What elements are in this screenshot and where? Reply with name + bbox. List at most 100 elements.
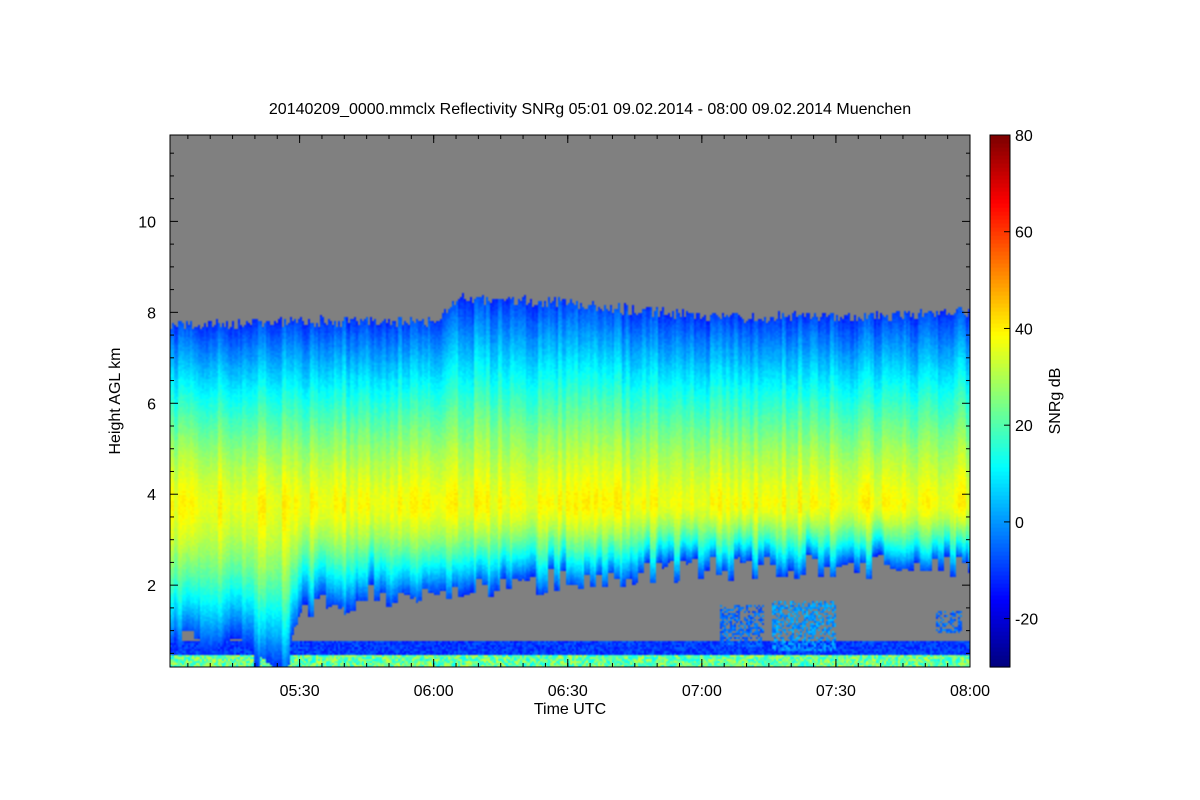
colorbar-segment xyxy=(990,155,1010,160)
colorbar-segment xyxy=(990,195,1010,200)
colorbar-segment xyxy=(990,279,1010,284)
colorbar-segment xyxy=(990,527,1010,532)
colorbar-segment xyxy=(990,523,1010,528)
colorbar-segment xyxy=(990,399,1010,404)
colorbar-segment xyxy=(990,495,1010,500)
colorbar-segment xyxy=(990,583,1010,588)
colorbar-segment xyxy=(990,655,1010,660)
colorbar-segment xyxy=(990,143,1010,148)
colorbar-segment xyxy=(990,355,1010,360)
colorbar-segment xyxy=(990,387,1010,392)
colorbar-segment xyxy=(990,183,1010,188)
colorbar-segment xyxy=(990,151,1010,156)
colorbar-segment xyxy=(990,563,1010,568)
colorbar-segment xyxy=(990,487,1010,492)
colorbar-segment xyxy=(990,627,1010,632)
colorbar-label: SNRg dB xyxy=(1047,368,1064,435)
colorbar-segment xyxy=(990,311,1010,316)
colorbar-segment xyxy=(990,467,1010,472)
colorbar-segment xyxy=(990,471,1010,476)
colorbar-segment xyxy=(990,275,1010,280)
colorbar-segment xyxy=(990,483,1010,488)
colorbar-segment xyxy=(990,379,1010,384)
colorbar-segment xyxy=(990,307,1010,312)
colorbar-segment xyxy=(990,327,1010,332)
colorbar-segment xyxy=(990,499,1010,504)
colorbar-segment xyxy=(990,571,1010,576)
colorbar-segment xyxy=(990,227,1010,232)
colorbar-segment xyxy=(990,635,1010,640)
colorbar-segment xyxy=(990,367,1010,372)
colorbar-segment xyxy=(990,299,1010,304)
colorbar-segment xyxy=(990,455,1010,460)
colorbar-segment xyxy=(990,287,1010,292)
colorbar-segment xyxy=(990,443,1010,448)
colorbar-segment xyxy=(990,303,1010,308)
colorbar-segment xyxy=(990,343,1010,348)
colorbar-segment xyxy=(990,475,1010,480)
colorbar-segment xyxy=(990,375,1010,380)
colorbar-segment xyxy=(990,447,1010,452)
x-tick-label: 08:00 xyxy=(950,683,990,700)
y-tick-label: 6 xyxy=(147,396,156,413)
colorbar-segment xyxy=(990,319,1010,324)
x-tick-label: 07:30 xyxy=(816,683,856,700)
colorbar-segment xyxy=(990,363,1010,368)
x-tick-label: 05:30 xyxy=(280,683,320,700)
colorbar-segment xyxy=(990,263,1010,268)
colorbar-segment xyxy=(990,575,1010,580)
colorbar-segment xyxy=(990,463,1010,468)
colorbar-segment xyxy=(990,259,1010,264)
colorbar-segment xyxy=(990,543,1010,548)
colorbar-segment xyxy=(990,431,1010,436)
colorbar-segment xyxy=(990,659,1010,664)
y-tick-label: 10 xyxy=(138,214,156,231)
colorbar-segment xyxy=(990,603,1010,608)
colorbar-segment xyxy=(990,459,1010,464)
colorbar-tick-label: 40 xyxy=(1015,321,1033,338)
colorbar-segment xyxy=(990,595,1010,600)
chart-title: 20140209_0000.mmclx Reflectivity SNRg 05… xyxy=(269,101,911,118)
colorbar-segment xyxy=(990,139,1010,144)
colorbar-segment xyxy=(990,643,1010,648)
plot-frame xyxy=(169,134,971,668)
colorbar-segment xyxy=(990,639,1010,644)
colorbar-segment xyxy=(990,223,1010,228)
colorbar-segment xyxy=(990,239,1010,244)
colorbar-segment xyxy=(990,427,1010,432)
colorbar-segment xyxy=(990,547,1010,552)
y-tick-label: 8 xyxy=(147,305,156,322)
y-tick-label: 2 xyxy=(147,578,156,595)
colorbar-segment xyxy=(990,235,1010,240)
colorbar-segment xyxy=(990,395,1010,400)
colorbar-segment xyxy=(990,607,1010,612)
colorbar-segment xyxy=(990,171,1010,176)
colorbar-segment xyxy=(990,351,1010,356)
colorbar-segment xyxy=(990,531,1010,536)
colorbar-segment xyxy=(990,559,1010,564)
colorbar-segment xyxy=(990,651,1010,656)
colorbar-segment xyxy=(990,207,1010,212)
colorbar-segment xyxy=(990,291,1010,296)
colorbar-segment xyxy=(990,247,1010,252)
colorbar-segment xyxy=(990,335,1010,340)
colorbar-segment xyxy=(990,619,1010,624)
colorbar-segment xyxy=(990,191,1010,196)
colorbar-segment xyxy=(990,567,1010,572)
colorbar-segment xyxy=(990,331,1010,336)
colorbar-segment xyxy=(990,215,1010,220)
colorbar-segment xyxy=(990,211,1010,216)
colorbar-segment xyxy=(990,255,1010,260)
colorbar-segment xyxy=(990,579,1010,584)
colorbar-segment xyxy=(990,551,1010,556)
colorbar-segment xyxy=(990,135,1010,140)
colorbar-segment xyxy=(990,587,1010,592)
colorbar-segment xyxy=(990,271,1010,276)
colorbar-segment xyxy=(990,539,1010,544)
colorbar-segment xyxy=(990,179,1010,184)
colorbar-segment xyxy=(990,535,1010,540)
colorbar-tick-label: -20 xyxy=(1015,612,1038,629)
colorbar-segment xyxy=(990,403,1010,408)
